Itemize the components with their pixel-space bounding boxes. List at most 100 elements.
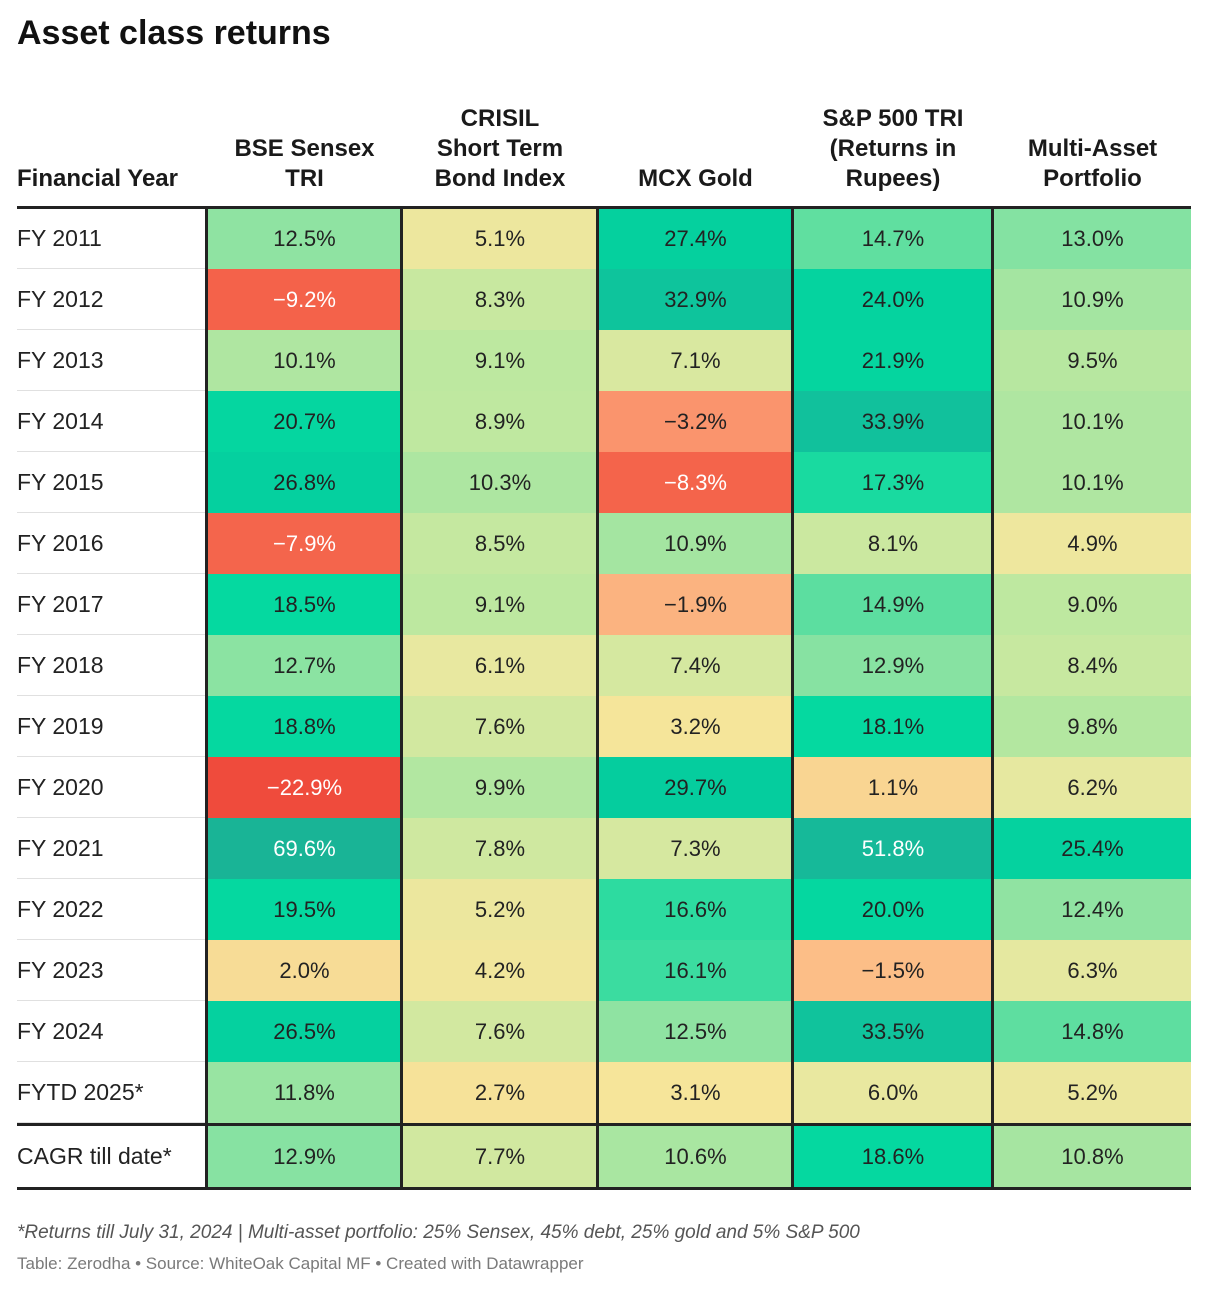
- summary-rule: [17, 1123, 1191, 1126]
- value-cell: 24.0%: [794, 269, 992, 330]
- header-line: (Returns in: [829, 135, 957, 162]
- table-header: Financial Year BSE Sensex TRI CRISIL Short T…: [17, 100, 1191, 206]
- value-cell: 27.4%: [599, 208, 792, 269]
- value-cell: 16.1%: [599, 940, 792, 1001]
- row-label: FY 2024: [17, 1001, 206, 1062]
- table-row: FY 2023 2.0% 4.2% 16.1% −1.5% 6.3%: [17, 940, 1191, 1001]
- value-cell: 26.5%: [208, 1001, 401, 1062]
- header-line: CRISIL: [460, 105, 540, 132]
- header-rule: [17, 206, 1191, 209]
- value-cell: 32.9%: [599, 269, 792, 330]
- value-cell: 6.2%: [994, 757, 1191, 818]
- chart-title: Asset class returns: [17, 14, 331, 52]
- value-cell: 9.1%: [403, 330, 597, 391]
- credits: Table: Zerodha • Source: WhiteOak Capita…: [17, 1254, 584, 1273]
- table-row: FYTD 2025* 11.8% 2.7% 3.1% 6.0% 5.2%: [17, 1062, 1191, 1123]
- value-cell: 14.9%: [794, 574, 992, 635]
- header-line: Financial Year: [17, 165, 178, 192]
- value-cell: 17.3%: [794, 452, 992, 513]
- value-cell: 1.1%: [794, 757, 992, 818]
- value-cell: 10.8%: [994, 1126, 1191, 1187]
- table-row: FY 2014 20.7% 8.9% −3.2% 33.9% 10.1%: [17, 391, 1191, 452]
- value-cell: 14.8%: [994, 1001, 1191, 1062]
- row-label: FY 2022: [17, 879, 206, 940]
- row-label: FY 2016: [17, 513, 206, 574]
- value-cell: 7.6%: [403, 1001, 597, 1062]
- table-row: FY 2017 18.5% 9.1% −1.9% 14.9% 9.0%: [17, 574, 1191, 635]
- value-cell: 12.5%: [599, 1001, 792, 1062]
- value-cell: 10.9%: [599, 513, 792, 574]
- value-cell: 4.9%: [994, 513, 1191, 574]
- value-cell: 69.6%: [208, 818, 401, 879]
- value-cell: 26.8%: [208, 452, 401, 513]
- value-cell: 13.0%: [994, 208, 1191, 269]
- value-cell: 7.1%: [599, 330, 792, 391]
- table-row: FY 2018 12.7% 6.1% 7.4% 12.9% 8.4%: [17, 635, 1191, 696]
- value-cell: 7.6%: [403, 696, 597, 757]
- value-cell: 51.8%: [794, 818, 992, 879]
- value-cell: 8.4%: [994, 635, 1191, 696]
- value-cell: 2.0%: [208, 940, 401, 1001]
- value-cell: 6.0%: [794, 1062, 992, 1123]
- value-cell: 20.0%: [794, 879, 992, 940]
- value-cell: 10.1%: [994, 452, 1191, 513]
- row-label: FY 2012: [17, 269, 206, 330]
- table-row: FY 2021 69.6% 7.8% 7.3% 51.8% 25.4%: [17, 818, 1191, 879]
- header-line: Portfolio: [1043, 165, 1142, 192]
- value-cell: 19.5%: [208, 879, 401, 940]
- value-cell: 9.8%: [994, 696, 1191, 757]
- row-label: FYTD 2025*: [17, 1062, 206, 1123]
- value-cell: 8.5%: [403, 513, 597, 574]
- row-label: FY 2011: [17, 208, 206, 269]
- value-cell: 5.2%: [403, 879, 597, 940]
- header-line: Rupees): [845, 165, 941, 192]
- value-cell: 10.3%: [403, 452, 597, 513]
- row-label: FY 2021: [17, 818, 206, 879]
- value-cell: 18.8%: [208, 696, 401, 757]
- header-crisil: CRISIL Short Term Bond Index: [403, 104, 597, 194]
- column-separator: [205, 208, 208, 1187]
- table-row: FY 2016 −7.9% 8.5% 10.9% 8.1% 4.9%: [17, 513, 1191, 574]
- value-cell: −1.9%: [599, 574, 792, 635]
- value-cell: 3.2%: [599, 696, 792, 757]
- header-line: Multi-Asset: [1027, 135, 1158, 162]
- column-separator: [400, 208, 403, 1187]
- table-row: FY 2012 −9.2% 8.3% 32.9% 24.0% 10.9%: [17, 269, 1191, 330]
- value-cell: 9.5%: [994, 330, 1191, 391]
- value-cell: 9.1%: [403, 574, 597, 635]
- header-line: MCX Gold: [638, 165, 753, 192]
- row-label: CAGR till date*: [17, 1143, 172, 1169]
- value-cell: 10.1%: [994, 391, 1191, 452]
- value-cell: 12.9%: [208, 1126, 401, 1187]
- row-label: FY 2014: [17, 391, 206, 452]
- header-line: BSE Sensex: [234, 135, 375, 162]
- table-row: FY 2015 26.8% 10.3% −8.3% 17.3% 10.1%: [17, 452, 1191, 513]
- header-financial-year: Financial Year: [17, 164, 206, 194]
- row-label: FY 2020: [17, 757, 206, 818]
- header-mcx-gold: MCX Gold: [599, 164, 792, 194]
- value-cell: 3.1%: [599, 1062, 792, 1123]
- value-cell: 6.1%: [403, 635, 597, 696]
- value-cell: −22.9%: [208, 757, 401, 818]
- value-cell: 7.3%: [599, 818, 792, 879]
- row-label: FY 2013: [17, 330, 206, 391]
- value-cell: 4.2%: [403, 940, 597, 1001]
- table-row: FY 2020 −22.9% 9.9% 29.7% 1.1% 6.2%: [17, 757, 1191, 818]
- header-multi-asset: Multi-Asset Portfolio: [994, 134, 1191, 194]
- value-cell: 21.9%: [794, 330, 992, 391]
- value-cell: 18.6%: [794, 1126, 992, 1187]
- column-separator: [991, 208, 994, 1187]
- value-cell: 33.5%: [794, 1001, 992, 1062]
- header-sp500: S&P 500 TRI (Returns in Rupees): [794, 104, 992, 194]
- header-line: TRI: [285, 165, 324, 192]
- column-separator: [596, 208, 599, 1187]
- row-label: FY 2023: [17, 940, 206, 1001]
- value-cell: 7.7%: [403, 1126, 597, 1187]
- value-cell: 29.7%: [599, 757, 792, 818]
- table-row: FY 2024 26.5% 7.6% 12.5% 33.5% 14.8%: [17, 1001, 1191, 1062]
- row-label: FY 2017: [17, 574, 206, 635]
- table-row: FY 2022 19.5% 5.2% 16.6% 20.0% 12.4%: [17, 879, 1191, 940]
- row-label: FY 2019: [17, 696, 206, 757]
- value-cell: −9.2%: [208, 269, 401, 330]
- value-cell: 12.7%: [208, 635, 401, 696]
